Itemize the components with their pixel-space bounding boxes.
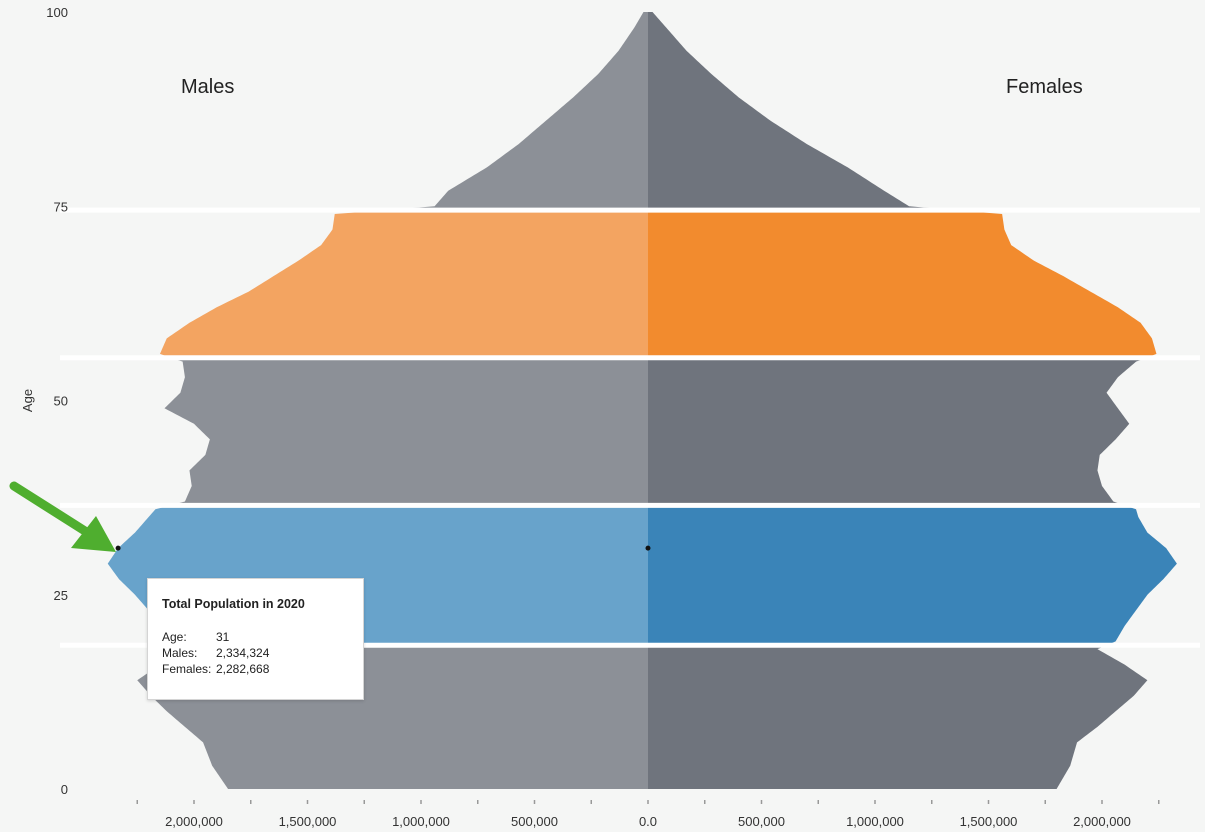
x-tick-label--500000: 500,000 bbox=[511, 814, 558, 829]
male-band-orange-3 bbox=[159, 210, 648, 358]
x-tick-label-500000: 500,000 bbox=[738, 814, 785, 829]
female-band-blue-1 bbox=[648, 505, 1177, 646]
male-band-gray-4 bbox=[384, 12, 648, 211]
x-tick-label-1000000: 1,000,000 bbox=[846, 814, 904, 829]
x-tick-label-0: 0.0 bbox=[639, 814, 657, 829]
y-tick-label-50: 50 bbox=[54, 394, 68, 409]
y-axis: 0 25 50 75 100 Age bbox=[20, 5, 68, 797]
y-axis-title: Age bbox=[20, 389, 35, 412]
tooltip-males-key: Males: bbox=[162, 646, 198, 660]
females-label: Females bbox=[1006, 76, 1083, 98]
tooltip-row-females: Females: 2,282,668 bbox=[162, 662, 269, 676]
center-hover-dot bbox=[645, 545, 651, 551]
hover-tooltip: Total Population in 2020 Age: 31 Males: 2,… bbox=[147, 578, 364, 700]
x-tick-label-2000000: 2,000,000 bbox=[1073, 814, 1131, 829]
tooltip-males-value: 2,334,324 bbox=[216, 646, 270, 660]
hover-markers bbox=[115, 545, 651, 551]
y-tick-label-25: 25 bbox=[54, 588, 68, 603]
tooltip-females-key: Females: bbox=[162, 662, 212, 676]
female-band-gray-0 bbox=[648, 645, 1148, 789]
tooltip-row-age: Age: 31 bbox=[162, 630, 229, 644]
y-tick-label-75: 75 bbox=[54, 199, 68, 214]
tooltip-females-value: 2,282,668 bbox=[216, 662, 270, 676]
female-band-gray-2 bbox=[648, 357, 1147, 506]
y-tick-label-100: 100 bbox=[46, 5, 68, 20]
y-tick-label-0: 0 bbox=[61, 782, 68, 797]
tooltip-age-key: Age: bbox=[162, 630, 187, 644]
tooltip-title: Total Population in 2020 bbox=[162, 597, 305, 611]
tooltip-row-males: Males: 2,334,324 bbox=[162, 646, 269, 660]
male-band-gray-2 bbox=[164, 357, 649, 506]
x-tick-label--2000000: 2,000,000 bbox=[165, 814, 223, 829]
x-tick-label-1500000: 1,500,000 bbox=[960, 814, 1018, 829]
x-tick-label--1500000: 1,500,000 bbox=[279, 814, 337, 829]
x-tick-label--1000000: 1,000,000 bbox=[392, 814, 450, 829]
female-band-orange-3 bbox=[648, 210, 1157, 358]
tooltip-age-value: 31 bbox=[216, 630, 230, 644]
male-hover-dot bbox=[115, 545, 121, 551]
female-band-gray-4 bbox=[648, 12, 956, 211]
x-axis: 2,000,000 1,500,000 1,000,000 500,000 0.0 500… bbox=[136, 800, 1160, 829]
males-label: Males bbox=[181, 76, 235, 98]
